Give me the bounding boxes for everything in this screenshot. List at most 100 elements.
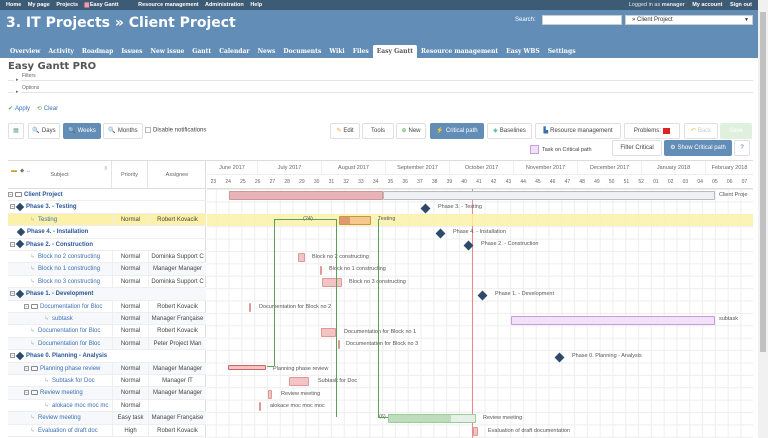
subject-column-header[interactable]: Subject ▬ ◆ ↔ ⇳ <box>8 161 112 189</box>
collapse-icon[interactable]: − <box>24 390 29 396</box>
folder-icon[interactable]: ▬ <box>11 168 17 174</box>
weeks-button[interactable]: 🔍 Weeks <box>63 123 101 139</box>
milestone-marker[interactable] <box>420 203 431 214</box>
tab-gantt[interactable]: Gantt <box>192 48 212 55</box>
collapse-icon[interactable]: − <box>10 204 15 210</box>
show-critical-path-button[interactable]: ⚙ Show Critical path <box>664 140 732 156</box>
home-link[interactable]: Home <box>6 2 22 8</box>
disable-notifications-checkbox[interactable] <box>145 127 151 133</box>
resource-management-link[interactable]: Resource management <box>138 2 199 8</box>
table-row[interactable]: ↳ Documentation for Bloc Normal Peter Proje… <box>8 337 206 351</box>
collapse-icon[interactable]: − <box>10 353 15 359</box>
testing-bar[interactable] <box>339 216 371 225</box>
options-fieldset[interactable]: ▸ Options <box>8 85 753 95</box>
milestone-marker[interactable] <box>554 352 565 363</box>
days-button[interactable]: 🔍 Days <box>28 123 60 139</box>
page-scrollbar[interactable] <box>758 0 768 438</box>
tab-news[interactable]: News <box>257 48 276 55</box>
problems-button[interactable]: Problems: 16 <box>624 123 680 139</box>
save-button[interactable]: Save <box>720 123 752 139</box>
task-bar[interactable] <box>473 427 478 436</box>
disable-notifications[interactable]: Disable notifications <box>145 127 206 134</box>
expand-all-icon[interactable]: ◆ ↔ <box>20 168 32 174</box>
table-row[interactable]: − Phase 3. - Testing <box>8 201 206 214</box>
months-button[interactable]: 🔍 Months <box>103 123 143 139</box>
critical-green-bar[interactable] <box>388 414 476 423</box>
new-button[interactable]: ⊕ New <box>396 123 426 139</box>
collapse-icon[interactable]: − <box>8 191 13 197</box>
tab-easy-wbs[interactable]: Easy WBS <box>506 48 540 55</box>
user-link[interactable]: manager <box>661 2 685 8</box>
task-bar[interactable] <box>320 266 322 275</box>
parent-task-bar[interactable] <box>268 390 272 399</box>
tools-button[interactable]: Tools <box>362 123 394 139</box>
milestone-marker[interactable] <box>477 290 488 301</box>
tab-activity[interactable]: Activity <box>48 48 74 55</box>
task-bar[interactable] <box>259 402 261 411</box>
edit-button[interactable]: ✎ Edit <box>330 123 360 139</box>
collapse-icon[interactable]: − <box>10 291 15 297</box>
easy-gantt-link[interactable]: ▆Easy Gantt <box>84 2 119 8</box>
tab-documents[interactable]: Documents <box>283 48 322 55</box>
tab-easy-gantt[interactable]: Easy Gantt <box>372 45 418 58</box>
critical-path-button[interactable]: ⚡ Critical path <box>430 123 484 139</box>
help-button[interactable]: ? <box>734 140 750 156</box>
my-account-link[interactable]: My account <box>692 2 723 8</box>
table-row[interactable]: − Client Project <box>8 189 206 202</box>
help-link[interactable]: Help <box>250 2 263 8</box>
filters-fieldset[interactable]: ▸ Filters <box>8 73 753 83</box>
filter-critical-button[interactable]: Filter Critical <box>612 140 662 156</box>
table-row[interactable]: − Planning phase review Normal Manager Mana… <box>8 362 206 375</box>
table-row[interactable]: ↳ alokace moc moc mc Normal <box>8 399 206 413</box>
project-bar-remaining[interactable] <box>383 191 715 200</box>
task-bar[interactable] <box>289 377 309 386</box>
table-row[interactable]: − Review meeting Normal Manager Manager <box>8 387 206 400</box>
clear-link[interactable]: Clear <box>43 106 59 112</box>
tab-wiki[interactable]: Wiki <box>329 48 345 55</box>
sign-out-link[interactable]: Sign out <box>730 2 752 8</box>
back-button[interactable]: ↶ Back <box>684 123 718 139</box>
project-bar[interactable] <box>229 191 383 200</box>
table-row[interactable]: Phase 4. - Installation <box>8 226 206 239</box>
apply-link[interactable]: Apply <box>15 106 31 112</box>
project-jump-select[interactable]: » Client Project ▼ <box>625 15 753 25</box>
tab-resource-management[interactable]: Resource management <box>421 48 499 55</box>
task-bar[interactable] <box>249 303 251 312</box>
collapse-icon[interactable]: − <box>24 365 29 371</box>
tab-files[interactable]: Files <box>352 48 369 55</box>
tab-roadmap[interactable]: Roadmap <box>81 48 114 55</box>
table-row[interactable]: − Phase 2. - Construction <box>8 239 206 251</box>
table-row[interactable]: ↳ Review meeting Easy task Manager Français… <box>8 412 206 425</box>
critical-task-bar[interactable] <box>511 316 715 325</box>
table-row[interactable]: ↳ Evaluation of draft doc High Robert Kovac… <box>8 424 206 437</box>
table-row[interactable]: − Phase 0. Planning - Analysis <box>8 350 206 363</box>
task-bar[interactable] <box>338 340 340 349</box>
table-row[interactable]: − Phase 1. - Development <box>8 288 206 301</box>
task-bar[interactable] <box>298 253 305 262</box>
parent-task-bar[interactable] <box>228 365 266 370</box>
milestone-marker[interactable] <box>435 228 446 239</box>
calendar-button[interactable]: ▦ <box>8 123 24 139</box>
search-input[interactable] <box>542 15 622 25</box>
filters-toggle[interactable]: ▸ Filters <box>14 73 38 83</box>
my-page-link[interactable]: My page <box>27 2 50 8</box>
collapse-icon[interactable]: − <box>10 241 15 247</box>
collapse-icon[interactable]: − <box>24 303 29 309</box>
administration-link[interactable]: Administration <box>204 2 244 8</box>
table-row[interactable]: − Documentation for Bloc Normal Robert Kova… <box>8 300 206 313</box>
baselines-button[interactable]: ◈ Baselines <box>487 123 532 139</box>
options-toggle[interactable]: ▸ Options <box>14 85 42 95</box>
table-row[interactable]: ↳ subtask Normal Manager Française <box>8 313 206 326</box>
sort-icon[interactable]: ⇳ <box>103 166 108 172</box>
projects-link[interactable]: Projects <box>56 2 79 8</box>
table-row[interactable]: ↳ Block no 3 constructing Normal Dominka Su… <box>8 275 206 289</box>
table-row[interactable]: ↳ Subtask for Doc Normal Manager IT <box>8 375 206 388</box>
task-bar[interactable] <box>322 278 342 287</box>
assignee-column-header[interactable]: Assignee <box>165 172 189 178</box>
priority-column-header[interactable]: Priority <box>112 161 148 189</box>
task-bar[interactable] <box>321 328 336 337</box>
table-row[interactable]: ↳ Block no 2 constructing Normal Dominka Su… <box>8 251 206 264</box>
table-row[interactable]: ↳ Documentation for Bloc Normal Robert Kova… <box>8 325 206 338</box>
resource-management-button[interactable]: ▙ Resource management <box>535 123 621 139</box>
tab-calendar[interactable]: Calendar <box>219 48 250 55</box>
